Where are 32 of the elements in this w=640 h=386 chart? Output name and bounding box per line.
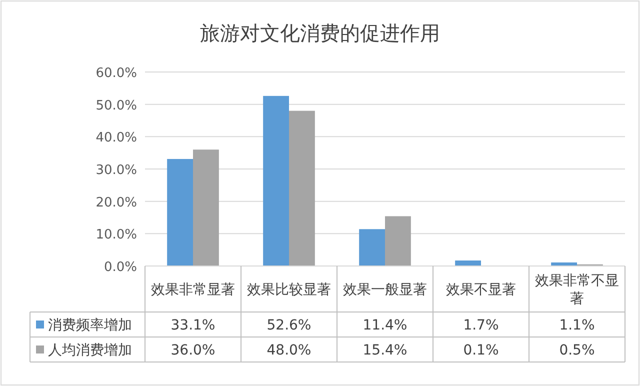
legend-label: 消费频率增加 [48,318,132,334]
x-tick-label: 效果非常显著 [151,282,235,298]
bar [455,260,481,266]
data-label: 33.1% [170,318,216,334]
bar [263,96,289,266]
y-tick-label: 60.0% [96,66,137,81]
y-tick-label: 0.0% [104,260,137,275]
legend-label: 人均消费增加 [48,342,132,358]
data-label: 11.4% [362,318,408,334]
x-tick-label: 效果非常不显著 [535,273,619,307]
data-label: 36.0% [170,342,216,358]
y-tick-label: 30.0% [96,163,137,178]
chart-title: 旅游对文化消费的促进作用 [200,21,440,45]
bar [289,110,315,266]
data-label: 0.5% [559,342,595,358]
bar [167,158,193,266]
y-tick-label: 10.0% [96,228,137,243]
data-label: 1.7% [463,318,499,334]
data-label: 48.0% [266,342,312,358]
data-label: 52.6% [266,318,312,334]
bar [359,229,385,266]
y-tick-label: 40.0% [96,130,137,146]
bar [193,150,219,266]
data-label: 1.1% [559,318,595,334]
y-tick-label: 50.0% [96,98,137,114]
y-tick-label: 20.0% [96,195,137,210]
x-tick-label: 效果一般显著 [343,282,427,298]
data-label: 0.1% [463,342,499,358]
bar [385,216,411,266]
x-tick-label: 效果比较显著 [247,282,331,298]
data-label: 15.4% [362,342,408,358]
x-tick-label: 效果不显著 [446,282,516,298]
